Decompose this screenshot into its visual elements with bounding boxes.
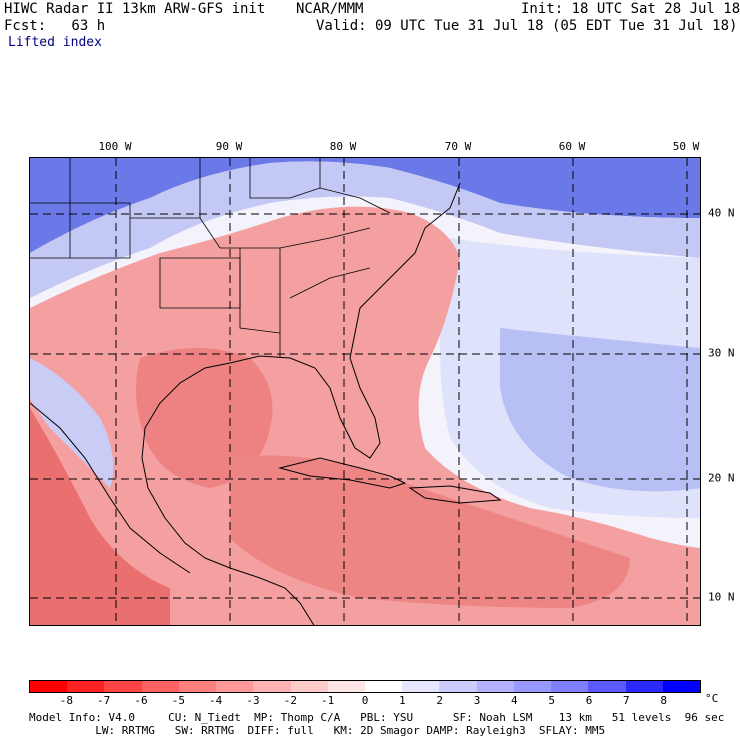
init-time: Init: 18 UTC Sat 28 Jul 18	[521, 1, 740, 17]
colorbar-tick-label: 2	[436, 694, 443, 707]
model-info-line2: LW: RRTMG SW: RRTMG DIFF: full KM: 2D Sm…	[29, 724, 606, 737]
colorbar-segment	[30, 681, 68, 692]
colorbar-tick-label: -5	[171, 694, 185, 707]
model-info-line1: Model Info: V4.0 CU: N_Tiedt MP: Thomp C…	[29, 711, 725, 724]
colorbar-segment	[104, 681, 142, 692]
lat-label-30n: 30 N	[708, 346, 735, 360]
colorbar-segment	[290, 681, 328, 692]
lon-label-100w: 100 W	[98, 140, 132, 153]
colorbar-tick-label: 1	[399, 694, 406, 707]
unstable-core-gulf	[136, 348, 273, 488]
colorbar-tick-label: -4	[209, 694, 223, 707]
colorbar-segment	[662, 681, 700, 692]
lon-label-90w: 90 W	[215, 140, 243, 153]
valid-time: Valid: 09 UTC Tue 31 Jul 18 (05 EDT Tue …	[316, 18, 738, 34]
colorbar-segment	[327, 681, 365, 692]
unstable-region	[30, 206, 700, 625]
colorbar	[29, 680, 701, 693]
model-title: HIWC Radar II 13km ARW-GFS init	[4, 1, 266, 17]
colorbar-tick-label: -7	[97, 694, 111, 707]
colorbar-tick-label: 0	[361, 694, 369, 707]
colorbar-unit: °C	[705, 692, 719, 705]
colorbar-segment	[141, 681, 179, 692]
colorbar-tick-label: -8	[59, 694, 73, 707]
field-name: Lifted index	[8, 35, 102, 50]
colorbar-tick-label: 3	[473, 694, 481, 707]
colorbar-segment	[551, 681, 589, 692]
colorbar-tick-label: -3	[246, 694, 260, 707]
state-borders	[30, 158, 391, 358]
lon-label-70w: 70 W	[444, 140, 472, 153]
northern-stable-band-fade	[30, 161, 700, 298]
colorbar-segment	[476, 681, 514, 692]
colorbar-segment	[513, 681, 552, 692]
lon-label-50w: 50 W	[672, 140, 700, 153]
colorbar-tick-label: -1	[321, 694, 335, 707]
colorbar-segment	[216, 681, 254, 692]
org-label: NCAR/MMM	[296, 1, 364, 17]
colorbar-segment	[588, 681, 626, 692]
colorbar-segment	[253, 681, 291, 692]
colorbar-tick-label: 6	[585, 694, 593, 707]
colorbar-segment	[364, 681, 403, 692]
colorbar-segment	[625, 681, 663, 692]
colorbar-tick-label: 8	[660, 694, 667, 707]
lat-label-10n: 10 N	[708, 590, 735, 604]
lifted-index-map	[29, 157, 701, 626]
atlantic-stable-core	[500, 328, 700, 492]
lat-label-20n: 20 N	[708, 471, 735, 485]
colorbar-tick-label: -2	[283, 694, 297, 707]
lon-label-80w: 80 W	[329, 140, 357, 153]
lon-label-60w: 60 W	[558, 140, 586, 153]
mexico-stable-patch	[30, 358, 114, 488]
coastlines	[30, 182, 502, 625]
unstable-core-caribbean	[230, 455, 630, 608]
colorbar-segment	[67, 681, 105, 692]
colorbar-tick-label: 4	[511, 694, 518, 707]
northern-stable-band	[30, 158, 700, 253]
colorbar-segment	[402, 681, 440, 692]
forecast-hour: Fcst: 63 h	[4, 18, 106, 34]
graticule	[30, 158, 700, 625]
colorbar-tick-label: 5	[548, 694, 555, 707]
lat-label-40n: 40 N	[708, 206, 735, 220]
unstable-core-pacific	[30, 408, 170, 625]
colorbar-tick-label: -6	[134, 694, 148, 707]
colorbar-segment	[178, 681, 217, 692]
colorbar-segment	[439, 681, 477, 692]
colorbar-tick-label: 7	[623, 694, 630, 707]
